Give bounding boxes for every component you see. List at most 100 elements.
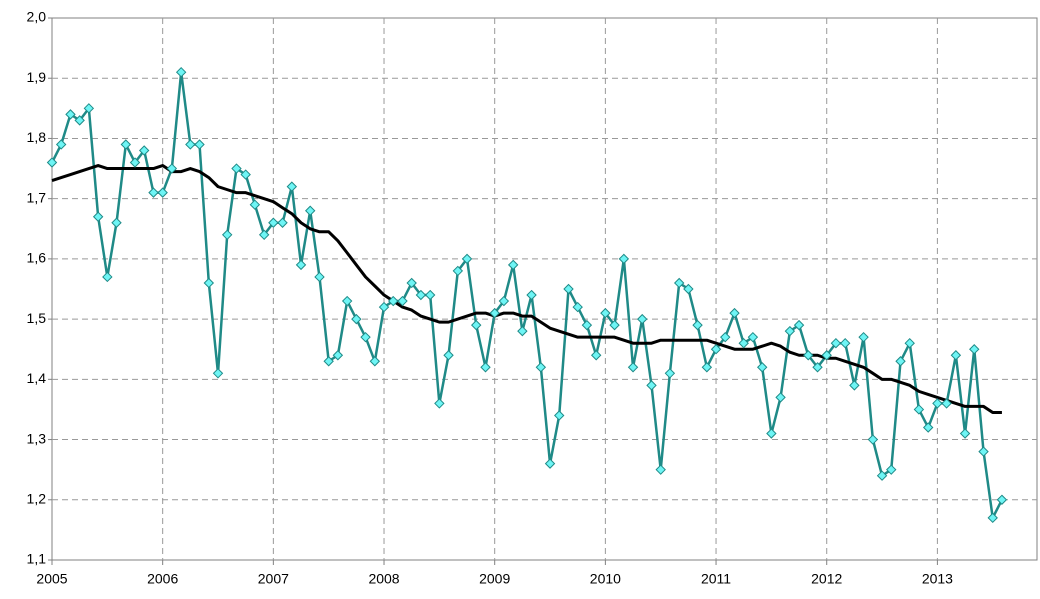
marker [655, 464, 666, 475]
marker [314, 271, 325, 283]
marker [839, 337, 851, 349]
marker [544, 458, 556, 469]
marker [978, 446, 989, 457]
marker [185, 139, 196, 150]
marker [784, 325, 796, 337]
marker [867, 434, 879, 445]
x-tick-label: 2012 [811, 571, 842, 587]
marker [268, 217, 279, 228]
marker [369, 356, 381, 367]
x-tick-label: 2007 [258, 571, 289, 587]
marker [55, 139, 67, 150]
marker [157, 187, 168, 198]
y-tick-label: 1,9 [27, 69, 47, 85]
marker [701, 362, 713, 373]
marker [194, 139, 205, 150]
x-tick-label: 2006 [147, 571, 178, 587]
marker [221, 229, 233, 241]
marker [969, 344, 980, 355]
marker [941, 398, 952, 409]
y-tick-label: 1,4 [27, 370, 47, 386]
marker [498, 295, 510, 307]
marker [710, 344, 722, 355]
marker [913, 404, 925, 415]
marker [83, 103, 95, 114]
y-tick-label: 1,8 [27, 129, 47, 145]
marker [231, 163, 242, 174]
marker [351, 313, 362, 325]
marker [46, 157, 58, 168]
marker [526, 289, 537, 301]
marker [646, 380, 657, 391]
marker [517, 325, 528, 337]
marker [996, 494, 1008, 505]
marker [729, 307, 740, 319]
marker [830, 337, 842, 349]
x-tick-label: 2009 [479, 571, 510, 587]
marker [360, 331, 371, 343]
marker [572, 301, 583, 313]
marker [415, 289, 427, 301]
marker [692, 319, 703, 331]
marker [434, 398, 445, 409]
marker [480, 362, 491, 373]
marker [793, 319, 805, 331]
marker [609, 319, 620, 331]
marker [461, 253, 473, 265]
marker [627, 362, 639, 373]
marker [950, 350, 962, 361]
marker [886, 464, 897, 475]
marker [148, 187, 159, 198]
marker [803, 350, 814, 361]
marker [775, 392, 786, 403]
marker [664, 368, 676, 379]
marker [249, 199, 261, 210]
marker [563, 283, 574, 295]
marker [683, 283, 694, 295]
marker [378, 301, 390, 313]
marker [166, 163, 178, 174]
marker [452, 265, 464, 277]
marker [554, 410, 565, 421]
marker [747, 331, 759, 343]
y-tick-label: 1,6 [27, 250, 47, 266]
marker [286, 181, 298, 192]
marker [129, 157, 141, 168]
plot-area [51, 17, 1038, 561]
x-tick-label: 2008 [368, 571, 399, 587]
marker [673, 277, 685, 289]
marker [766, 428, 777, 439]
marker [876, 470, 888, 481]
marker [295, 259, 307, 271]
series-line [51, 164, 1002, 414]
marker [637, 313, 648, 325]
marker [258, 229, 270, 241]
x-tick-label: 2011 [701, 571, 731, 587]
x-tick-label: 2005 [36, 571, 67, 587]
marker [341, 295, 353, 307]
marker [175, 66, 187, 78]
marker [102, 271, 113, 283]
x-tick-label: 2010 [590, 571, 621, 587]
marker [277, 217, 288, 228]
y-tick-label: 1,5 [27, 310, 47, 326]
marker [304, 205, 316, 216]
y-tick-label: 1,2 [27, 490, 47, 506]
marker [720, 331, 731, 343]
marker [323, 356, 334, 367]
marker [600, 307, 611, 319]
marker [489, 307, 500, 319]
marker [120, 139, 132, 150]
marker [895, 356, 906, 367]
marker [821, 350, 832, 361]
marker [92, 211, 104, 222]
marker [756, 362, 768, 373]
y-tick-label: 1,1 [27, 551, 47, 567]
marker [212, 368, 224, 379]
marker [849, 380, 860, 391]
marker [959, 428, 971, 439]
marker [507, 259, 519, 271]
x-tick-label: 2013 [922, 571, 953, 587]
